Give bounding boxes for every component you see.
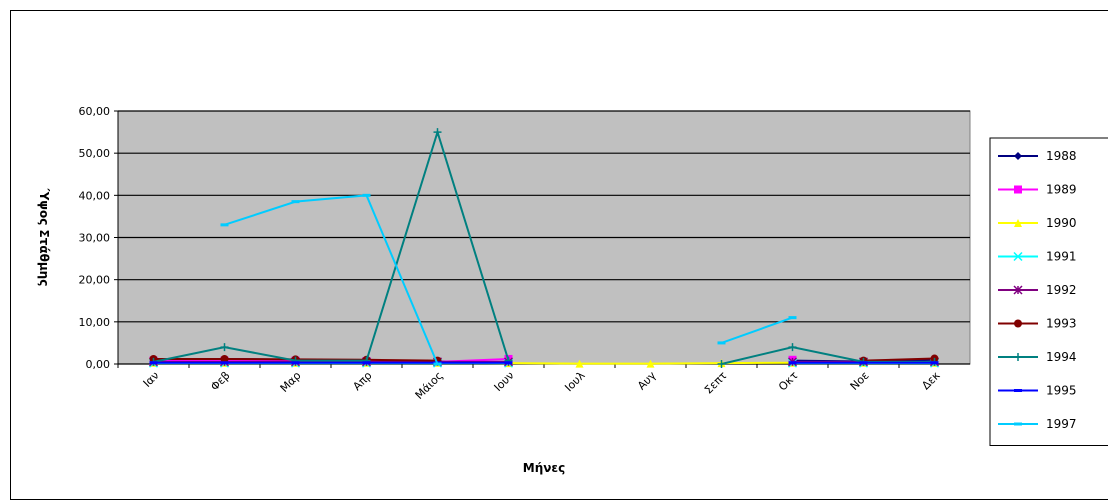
data-point [646, 359, 655, 368]
legend-item: 1993 [998, 317, 1077, 331]
data-point [220, 354, 229, 363]
data-point [433, 128, 442, 137]
legend-marker [1014, 422, 1022, 426]
legend-item: 1995 [998, 384, 1077, 398]
x-tick-label: Αυγ [635, 369, 659, 393]
data-point [220, 361, 229, 365]
legend-item: 1992 [998, 283, 1077, 297]
data-point [717, 360, 726, 368]
series-line [224, 194, 439, 365]
data-point [149, 361, 158, 365]
series-line [721, 316, 793, 344]
data-point [362, 193, 371, 197]
legend-marker [1013, 251, 1023, 262]
data-point [717, 341, 726, 345]
data-point [930, 361, 939, 365]
legend-item: 1994 [998, 350, 1077, 364]
legend-marker [1014, 353, 1022, 361]
data-point [788, 361, 797, 365]
legend-label: 1995 [1046, 384, 1077, 398]
y-axis-title: Ύψος Στάθμης [37, 188, 51, 287]
legend-label: 1992 [1046, 283, 1077, 297]
legend: 1988 1989 1990 1991 1992 1993 1994 1995 1997 [989, 137, 1108, 446]
legend-label: 1990 [1046, 216, 1077, 230]
x-tick-label: Ιαν [141, 369, 162, 390]
legend-item: 1989 [998, 183, 1077, 197]
x-tick-label: Νοε [848, 369, 872, 393]
x-tick-label: Απρ [350, 369, 374, 393]
x-tick-label: Φεβ [208, 369, 232, 393]
y-axis: 0,00 10,00 20,00 30,00 40,00 50,00 60,00 [79, 105, 119, 371]
legend-item: 1997 [998, 417, 1077, 431]
x-tick-label: Σεπτ [702, 369, 730, 397]
x-tick-label: Δεκ [919, 369, 943, 393]
x-axis: Ιαν Φεβ Μαρ Απρ Μάιος Ιουν Ιουλ Αυγ Σεπτ Οκτ Νοε Δε… [117, 363, 970, 402]
data-point [220, 343, 229, 352]
y-tick-label: 0,00 [86, 358, 111, 371]
y-tick-label: 30,00 [79, 232, 111, 245]
y-tick-label: 20,00 [79, 274, 111, 287]
series-line [863, 357, 935, 362]
x-axis-title: Μήνες [523, 461, 565, 475]
data-point [291, 361, 300, 365]
x-tick-label: Μάιος [413, 369, 446, 402]
x-tick-label: Οκτ [776, 369, 801, 394]
legend-label: 1993 [1046, 317, 1077, 331]
legend-label: 1991 [1046, 250, 1077, 264]
legend-label: 1989 [1046, 183, 1077, 197]
legend-label: 1988 [1046, 149, 1077, 163]
data-point [859, 361, 868, 365]
series-1997 [220, 193, 797, 366]
x-tick-label: Ιουν [492, 369, 517, 394]
data-point [433, 362, 442, 366]
series-line [153, 128, 510, 363]
data-point [788, 316, 797, 320]
legend-marker [1014, 185, 1022, 194]
data-point [220, 223, 229, 227]
series-1995 [149, 361, 939, 365]
legend-label: 1997 [1046, 417, 1077, 431]
legend-marker [1014, 319, 1022, 328]
legend-item: 1988 [998, 149, 1077, 163]
legend-label: 1994 [1046, 350, 1077, 364]
series-layer [148, 128, 940, 368]
y-tick-label: 50,00 [79, 147, 111, 160]
legend-item: 1991 [998, 250, 1077, 264]
y-tick-label: 10,00 [79, 316, 111, 329]
legend-item: 1990 [998, 216, 1077, 230]
data-point [575, 359, 584, 368]
x-tick-label: Μαρ [278, 369, 304, 395]
data-point [504, 361, 513, 365]
data-point [362, 361, 371, 365]
legend-marker [1014, 219, 1022, 227]
legend-marker [1013, 285, 1023, 295]
y-tick-label: 40,00 [79, 189, 111, 202]
x-tick-label: Ιουλ [562, 369, 588, 395]
data-point [291, 200, 300, 204]
data-point [788, 343, 797, 352]
legend-marker [1014, 389, 1022, 392]
y-tick-label: 60,00 [79, 105, 111, 118]
legend-marker [1014, 152, 1022, 160]
